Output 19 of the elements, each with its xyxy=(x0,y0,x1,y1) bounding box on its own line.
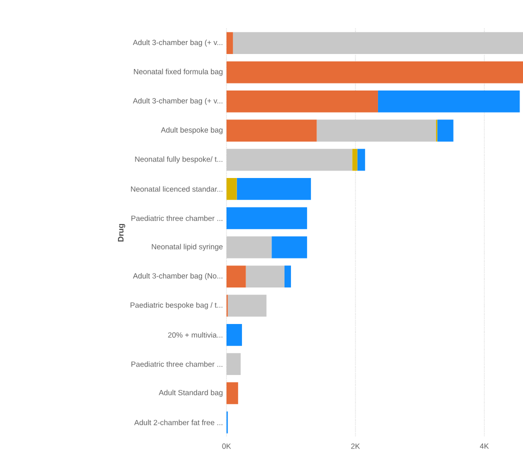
bar xyxy=(316,120,436,142)
bar xyxy=(226,382,238,404)
bar xyxy=(437,120,454,142)
bar xyxy=(352,148,358,171)
bar xyxy=(378,90,520,112)
bar xyxy=(284,266,291,288)
bar xyxy=(226,90,378,112)
bar xyxy=(226,178,237,200)
bar xyxy=(272,236,308,258)
y-axis-title: Drug xyxy=(118,224,126,242)
bar xyxy=(246,266,285,288)
bar xyxy=(236,178,311,200)
bar xyxy=(357,148,366,171)
bar xyxy=(226,32,233,54)
bar xyxy=(226,266,246,288)
bar xyxy=(226,61,523,84)
bar xyxy=(226,207,308,230)
bar xyxy=(226,324,242,346)
bar xyxy=(226,120,317,142)
